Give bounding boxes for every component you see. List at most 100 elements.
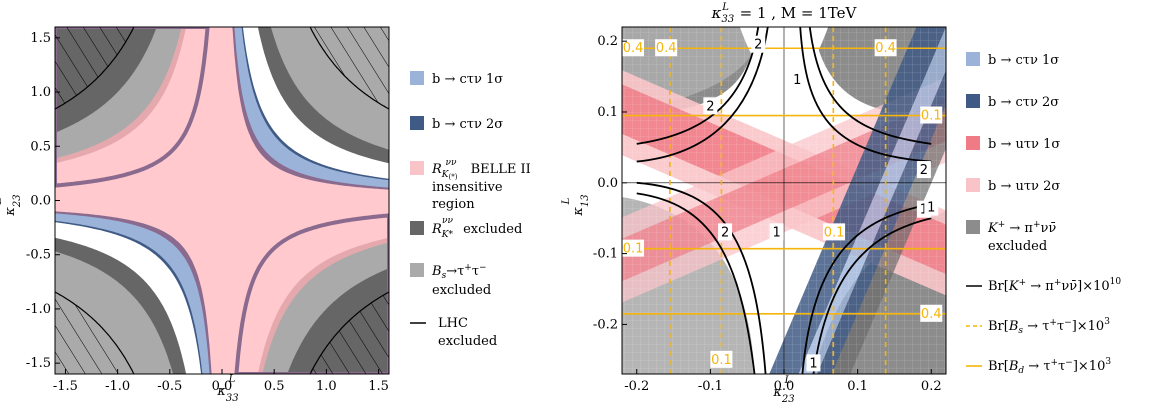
brk-contour-label-bg — [718, 223, 733, 241]
brk-contour-label: 2 — [754, 38, 762, 53]
brk-contour-line — [636, 192, 756, 374]
left-legend: b → cτν 1σ b → cτν 2σ RK(*)νν BELLE II i… — [410, 71, 531, 349]
right-x-tick-label: 0.0 — [774, 379, 795, 394]
b-tau-contour-label-bg — [920, 106, 943, 124]
brk-contour-label-bg — [916, 161, 931, 179]
legend-label-belle: RK(*)νν BELLE II — [431, 158, 531, 181]
right-x-tick-label: 0.2 — [921, 379, 942, 394]
brk-contour-label: 1 — [809, 356, 817, 371]
left-y-tick-label: 1.5 — [30, 31, 51, 46]
legend-label-bctau-1s: b → cτν 1σ — [432, 72, 503, 87]
b-tau-contour-label: 0.4 — [921, 307, 942, 322]
right-y-tick-label: -0.2 — [593, 317, 618, 332]
legend-swatch-rkstar — [410, 221, 424, 235]
left-y-tick-label: 0.0 — [30, 194, 51, 209]
brk-contour-label: 1 — [920, 203, 928, 218]
legend-swatch-belle — [410, 161, 424, 175]
legend-swatch-r-butau-1s — [966, 136, 980, 150]
b-tau-contour-label: 0.1 — [711, 353, 732, 368]
b-tau-contour-label-bg — [920, 304, 943, 322]
b-tau-contour-label-bg — [710, 350, 733, 368]
b-tau-contour-label-bg — [655, 39, 678, 57]
left-x-tick-label: -0.5 — [157, 379, 182, 394]
overlap-band — [55, 27, 210, 188]
legend-label-r-kpnn-2: excluded — [988, 239, 1047, 254]
left-plot-area — [55, 27, 389, 374]
left-x-tick-label: -1.5 — [53, 379, 78, 394]
legend-label-r-bctau-1s: b → cτν 1σ — [988, 53, 1059, 68]
b-tau-contour-label: 0.1 — [824, 225, 845, 240]
left-x-tick-label: 0.0 — [212, 379, 233, 394]
left-y-tick-label: 1.0 — [30, 85, 51, 100]
lhc-boundary-line — [55, 27, 135, 110]
right-y-tick-label: 0.1 — [597, 105, 618, 120]
left-x-tick-label: -1.0 — [105, 379, 130, 394]
left-y-tick-label: -1.0 — [26, 302, 51, 317]
brk-contour-label-bg — [924, 198, 939, 216]
brk-contour-line — [636, 27, 769, 163]
b-tau-contour-label-bg — [622, 39, 645, 57]
left-y-axis-label: κ23L — [0, 194, 23, 216]
lhc-boundary-line — [309, 291, 389, 374]
legend-swatch-bctau-1s — [410, 71, 424, 85]
legend-label-r-kpnn: K+ → π+νν̄ — [987, 220, 1056, 236]
brk-contour-label-bg — [790, 71, 805, 89]
right-legend: b → cτν 1σ b → cτν 2σ b → uτν 1σ b → uτν… — [966, 52, 1121, 376]
lhc-hatch-region — [55, 27, 134, 109]
brk-contour-label: 1 — [793, 73, 801, 88]
right-y-tick-label: 0.2 — [597, 34, 618, 49]
b-tau-contour-label: 0.1 — [623, 242, 644, 257]
right-x-tick-label: -0.1 — [698, 379, 723, 394]
right-y-tick-label: -0.1 — [593, 247, 618, 262]
legend-label-bs-2: excluded — [432, 283, 491, 298]
legend-label-r-bs: Br[Bs → τ+τ−]×103 — [988, 317, 1110, 336]
lhc-boundary-line — [309, 27, 389, 110]
legend-swatch-r-butau-2s — [966, 178, 980, 192]
right-x-tick-label: -0.2 — [624, 379, 649, 394]
legend-swatch-r-kpnn — [966, 220, 980, 234]
legend-swatch-r-bctau-2s — [966, 94, 980, 108]
b-tau-contour-label: 0.4 — [623, 41, 644, 56]
brk-contour-label-bg — [751, 35, 766, 53]
legend-label-r-brk: Br[K+ → π+νν̄]×1010 — [988, 277, 1121, 294]
brk-contour-label-bg — [703, 97, 718, 115]
lhc-boundary-line — [55, 291, 135, 374]
right-y-tick-label: 0.0 — [597, 176, 618, 191]
legend-label-r-bctau-2s: b → cτν 2σ — [988, 95, 1059, 110]
legend-label-rkstar: RK*νν excluded — [431, 216, 522, 240]
right-chart-title: κ33L = 1 , M = 1TeV — [711, 2, 858, 25]
legend-swatch-bctau-2s — [410, 116, 424, 130]
b-tau-contour-label: 0.4 — [875, 41, 896, 56]
brk-contour-label: 2 — [920, 163, 928, 178]
left-chart: -1.5 -1.0 -0.5 0.0 0.5 1.0 1.5 -1.5 -1.0 -0.5 0.0… — [0, 26, 390, 403]
brk-contour-label: 2 — [721, 225, 729, 240]
brk-contour-line — [812, 217, 932, 374]
b-tau-contour-label-bg — [622, 239, 645, 257]
left-x-tick-label: 1.5 — [368, 379, 389, 394]
brk-contour-label-bg — [806, 354, 821, 372]
lhc-hatch-region — [310, 292, 389, 374]
legend-label-lhc-2: excluded — [438, 334, 497, 349]
legend-swatch-r-bctau-1s — [966, 52, 980, 66]
legend-label-r-butau-1s: b → uτν 1σ — [988, 137, 1060, 152]
b-tau-contour-label: 0.4 — [656, 41, 677, 56]
left-y-tick-label: -0.5 — [26, 248, 51, 263]
left-y-tick-label: -1.5 — [26, 356, 51, 371]
left-y-tick-label: 0.5 — [30, 139, 51, 154]
brk-contour-label: 2 — [706, 99, 714, 114]
left-x-tick-label: 1.0 — [316, 379, 337, 394]
legend-label-lhc: LHC — [438, 316, 468, 331]
lhc-hatch-region — [55, 292, 134, 374]
brk-contour-label-bg — [769, 223, 784, 241]
legend-label-bs: Bs→τ+τ− — [431, 263, 487, 281]
legend-label-belle-2: insensitive — [432, 180, 503, 195]
legend-label-r-bd: Br[Bd → τ+τ−]×103 — [988, 357, 1111, 376]
brk-contour-line — [801, 203, 932, 374]
right-y-axis-label: κ13L — [561, 194, 591, 216]
b-tau-contour-label-bg — [874, 39, 897, 57]
brk-contour-label: 1 — [927, 201, 935, 216]
right-x-tick-label: 0.1 — [847, 379, 868, 394]
